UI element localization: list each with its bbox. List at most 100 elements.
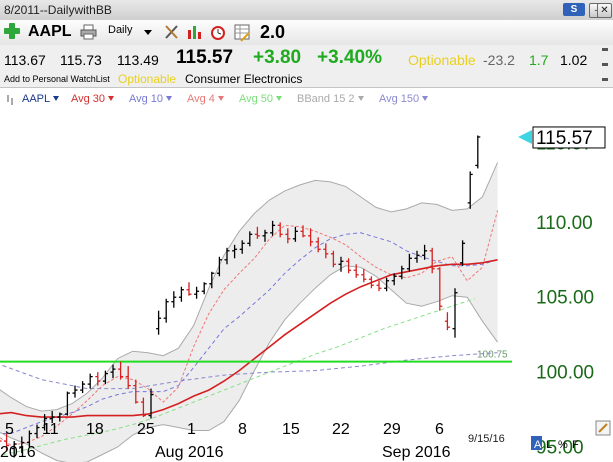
ohlc-bar [330,250,336,268]
s-button[interactable]: S [563,3,585,16]
ohlc-bar [87,373,93,389]
symbol-label[interactable]: AAPL [28,23,72,40]
side-dot-icon [602,78,608,81]
quote-value-2: 1.7 [529,52,549,68]
avg4-line [0,210,499,447]
ohlc-bar [224,247,230,265]
legend-avg30[interactable]: Avg 30 [71,93,115,105]
ohlc-bar [133,379,139,404]
quote-bar: 113.67 115.73 113.49 115.57 +3.80 +3.40%… [0,45,613,71]
ohlc-bar [300,225,306,238]
edit-pencil-icon[interactable] [240,32,250,42]
ohlc-bar [80,381,86,394]
ohlc-bar [285,228,291,244]
legend-avg10[interactable]: Avg 10 [129,93,173,105]
ohlc-bar [444,312,450,331]
bollinger-upper-line [0,162,499,412]
symbol-info-bar: Add to Personal WatchList Optionable Con… [0,71,613,88]
chart-control-1[interactable]: L [546,439,552,451]
ohlc-bar [429,247,435,274]
ohlc-bar [376,280,382,292]
ohlc-bar [102,370,108,385]
avg10-line [0,232,498,434]
price-chart[interactable]: 100.75 95.00100.00105.00110.00115.57115.… [0,110,613,462]
ohlc-bar [391,273,397,286]
ohlc-bar [64,391,70,416]
y-tick-label: 100.00 [536,363,594,384]
last-price-label: 115.57 [536,128,593,149]
ohlc-bar [406,253,412,272]
ohlc-bar [34,424,40,439]
timeframe-chevron-down-icon[interactable] [144,30,152,35]
ohlc-bar [247,231,253,247]
x-tick-label: 1 [187,421,196,438]
ohlc-bar [186,282,192,296]
legend-aapl[interactable]: AAPL [22,93,60,105]
y-tick-label: 105.00 [536,288,594,309]
window-title: 8/2011--DailywithBB [4,3,112,17]
ohlc-bar [270,220,276,236]
ohlc-bar [216,256,222,277]
ohlc-bar [19,436,25,454]
ohlc-bar [399,265,405,280]
ohlc-bar [338,256,344,272]
chart-control-3[interactable]: F [572,439,579,451]
ohlc-bar [49,411,55,424]
industry-label[interactable]: Consumer Electronics [185,72,303,86]
control-a-bg [531,436,542,450]
legend-avg50[interactable]: Avg 50 [239,93,283,105]
timeframe-select[interactable]: Daily [108,24,133,36]
side-tool-icons [602,48,608,81]
printer-icon[interactable] [80,24,98,40]
ohlc-bar [277,222,283,238]
x-tick-label: 6 [435,421,444,438]
window-title-bar: 8/2011--DailywithBB S – ✕ [0,0,613,21]
ohlc-bar [95,372,101,386]
ohlc-bar [346,258,352,274]
chart-control-0[interactable]: A [534,439,542,451]
legend-avg4[interactable]: Avg 4 [187,93,224,105]
ohlc-bar [323,243,329,259]
quote-value-3: 1.02 [560,52,588,68]
chart-control-2[interactable]: % [558,439,568,451]
tools-icon[interactable] [163,24,181,40]
ohlc-bar [148,388,154,419]
ohlc-bar [262,229,268,242]
alarm-clock-icon[interactable] [209,24,227,40]
legend-avg150[interactable]: Avg 150 [379,93,429,105]
close-button[interactable]: ✕ [597,3,612,18]
quote-value-1: -23.2 [483,52,515,68]
ohlc-bar [118,361,124,380]
ohlc-bar [194,286,200,299]
quote-pct-change: +3.40% [317,47,382,68]
month-label: 2016 [0,444,36,461]
bar-chart-icon[interactable] [186,24,204,40]
ohlc-bar [209,271,215,289]
ohlc-bar [315,237,321,253]
avg50-line [0,298,475,456]
ohlc-bar [0,440,2,442]
legend-bband[interactable]: BBand 15 2 [297,93,364,105]
x-tick-label: 22 [332,421,350,438]
quote-high: 115.73 [60,52,102,68]
ohlc-bar [171,291,177,308]
ohlc-bar [42,414,48,431]
avg30-line [0,259,498,418]
add-to-watchlist-link[interactable]: Add to Personal WatchList [4,74,110,84]
ohlc-bar [437,267,443,311]
ohlc-bar [239,240,245,254]
x-tick-label: 25 [137,421,155,438]
optionable-label: Optionable [118,72,177,86]
y-tick-label: 95.00 [536,438,584,459]
add-symbol-plus-icon[interactable] [4,23,20,39]
month-label: Aug 2016 [155,444,224,461]
ohlc-bar [26,430,32,448]
ohlc-bar [384,277,390,292]
ohlc-bar [57,412,63,422]
ohlc-bar [353,264,359,278]
x-tick-label: 11 [42,421,59,438]
quote-optionable: Optionable [408,52,476,68]
ohlc-bar [361,268,367,283]
ohlc-bar [72,385,78,398]
current-date-label: 9/15/16 [468,433,505,445]
